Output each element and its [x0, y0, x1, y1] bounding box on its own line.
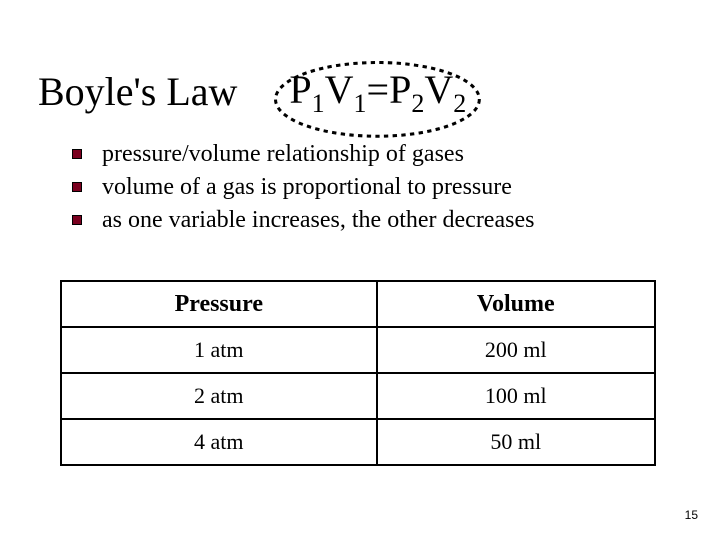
table-row: 1 atm 200 ml [61, 327, 655, 373]
bullet-text: pressure/volume relationship of gases [102, 140, 464, 169]
table-cell: 4 atm [61, 419, 377, 465]
formula-eq-p2: =P [367, 67, 412, 112]
formula-p1-p: P [289, 67, 311, 112]
table-header-row: Pressure Volume [61, 281, 655, 327]
list-item: volume of a gas is proportional to press… [72, 173, 632, 202]
page-number: 15 [685, 508, 698, 522]
formula-container: P1V1=P2V2 [275, 62, 480, 121]
formula-v1-sub: 1 [354, 89, 367, 118]
formula-text: P1V1=P2V2 [289, 67, 466, 112]
table-row: 4 atm 50 ml [61, 419, 655, 465]
table-cell: 50 ml [377, 419, 655, 465]
list-item: pressure/volume relationship of gases [72, 140, 632, 169]
bullet-text: as one variable increases, the other dec… [102, 206, 534, 235]
title-row: Boyle's Law P1V1=P2V2 [38, 62, 480, 121]
formula-p1-sub: 1 [312, 89, 325, 118]
formula-v2-v: V [424, 67, 453, 112]
list-item: as one variable increases, the other dec… [72, 206, 632, 235]
formula-v2-sub: 2 [453, 89, 466, 118]
table-header-pressure: Pressure [61, 281, 377, 327]
bullet-marker-icon [72, 182, 82, 192]
slide-title: Boyle's Law [38, 68, 237, 115]
table-cell: 2 atm [61, 373, 377, 419]
bullet-marker-icon [72, 215, 82, 225]
pressure-volume-table: Pressure Volume 1 atm 200 ml 2 atm 100 m… [60, 280, 656, 466]
table-row: 2 atm 100 ml [61, 373, 655, 419]
table-cell: 100 ml [377, 373, 655, 419]
table-cell: 200 ml [377, 327, 655, 373]
table-header-volume: Volume [377, 281, 655, 327]
bullet-list: pressure/volume relationship of gases vo… [72, 140, 632, 238]
bullet-marker-icon [72, 149, 82, 159]
table-cell: 1 atm [61, 327, 377, 373]
bullet-text: volume of a gas is proportional to press… [102, 173, 512, 202]
formula-v1-v: V [325, 67, 354, 112]
formula-p2-sub: 2 [411, 89, 424, 118]
